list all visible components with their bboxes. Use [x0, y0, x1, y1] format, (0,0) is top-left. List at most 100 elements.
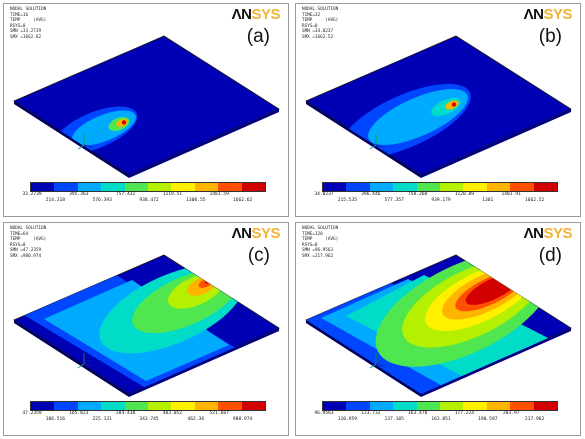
- legend-value-top: 396.446: [361, 192, 381, 197]
- color-legend-bar: [30, 401, 266, 411]
- nodal-solution-info: NODAL SOLUTION TIME=64 TEMP (AVG) RSYS=0 SMN…: [10, 226, 47, 259]
- legend-value-top: 33.2739: [22, 192, 42, 197]
- legend-swatch: [194, 183, 219, 191]
- legend-value-bottom: 190.597: [478, 417, 498, 422]
- legend-swatch: [171, 402, 195, 410]
- legend-value-bottom: 137.105: [384, 417, 404, 422]
- legend-value-top: 521.667: [209, 411, 229, 416]
- legend-swatch: [241, 183, 266, 191]
- panel-label: (b): [538, 26, 562, 47]
- legend-swatch: [31, 183, 55, 191]
- ansys-logo: ΛNSYS: [231, 6, 281, 23]
- legend-swatch: [171, 183, 195, 191]
- legend-value-bottom: 1301: [482, 198, 494, 203]
- legend-value-bottom: 1662.62: [232, 198, 253, 203]
- legend-value-bottom: 343.745: [139, 417, 159, 422]
- legend-swatch: [218, 402, 242, 410]
- color-legend-bar: [322, 401, 558, 411]
- nodal-solution-info: NODAL SOLUTION TIME=120 TEMP (AVG) RSYS=0 SM…: [302, 226, 339, 259]
- legend-value-bottom: 939.179: [431, 198, 451, 203]
- legend-value-top: 1120.09: [454, 192, 475, 197]
- legend-value-top: 123.732: [361, 411, 381, 416]
- legend-value-bottom: 106.516: [45, 417, 66, 422]
- panel-a: NODAL SOLUTION TIME=16 TEMP (AVG) RSYS=0 SMN…: [3, 3, 289, 217]
- legend-value-bottom: 215.535: [337, 198, 358, 203]
- color-legend-labels: 47.2359 165.823 284.438 403.052 521.667 106.5…: [4, 223, 288, 435]
- nodal-solution-info: NODAL SOLUTION TIME=32 TEMP (AVG) RSYS=0 SMN…: [302, 7, 339, 40]
- plate-contour: [305, 35, 572, 178]
- legend-swatch: [218, 183, 242, 191]
- legend-swatch: [440, 402, 464, 410]
- legend-value-bottom: 214.318: [45, 198, 66, 203]
- legend-value-top: 34.0237: [314, 192, 334, 197]
- legend-swatch: [440, 183, 464, 191]
- legend-swatch: [393, 402, 417, 410]
- legend-value-top: 1119.51: [162, 192, 183, 197]
- legend-value-top: 203.97: [502, 411, 520, 416]
- nodal-solution-info: NODAL SOLUTION TIME=16 TEMP (AVG) RSYS=0 SMN…: [10, 7, 47, 40]
- coordinate-triad-icon: [77, 353, 93, 369]
- legend-swatch: [369, 183, 394, 191]
- legend-value-top: 47.2359: [22, 411, 42, 416]
- legend-value-top: 163.478: [407, 411, 428, 416]
- legend-swatch: [194, 402, 219, 410]
- panel-label: (a): [246, 26, 270, 47]
- legend-value-top: 757.432: [115, 192, 136, 197]
- coordinate-triad-icon: [369, 353, 385, 369]
- legend-value-bottom: 110.959: [337, 417, 358, 422]
- legend-swatch: [101, 183, 125, 191]
- legend-swatch: [416, 183, 441, 191]
- legend-value-bottom: 1662.52: [524, 198, 545, 203]
- legend-swatch: [77, 402, 102, 410]
- legend-swatch: [463, 402, 487, 410]
- legend-value-top: 1481.59: [209, 192, 229, 197]
- panel-c: NODAL SOLUTION TIME=64 TEMP (AVG) RSYS=0 SMN…: [3, 222, 289, 436]
- ansys-logo: ΛNSYS: [523, 6, 573, 23]
- legend-value-top: 1481.91: [501, 192, 521, 197]
- legend-swatch: [416, 402, 441, 410]
- color-legend-labels: 96.9563 123.732 163.478 177.224 203.97 110.95…: [296, 223, 580, 435]
- legend-value-bottom: 163.851: [431, 417, 451, 422]
- legend-swatch: [77, 183, 102, 191]
- legend-swatch: [124, 183, 149, 191]
- legend-swatch: [533, 402, 558, 410]
- legend-value-top: 403.052: [162, 411, 183, 416]
- legend-swatch: [533, 183, 558, 191]
- panel-b: NODAL SOLUTION TIME=32 TEMP (AVG) RSYS=0 SMN…: [295, 3, 581, 217]
- coordinate-triad-icon: [77, 134, 93, 150]
- legend-swatch: [54, 402, 78, 410]
- legend-value-top: 395.363: [69, 192, 89, 197]
- legend-value-bottom: 938.472: [139, 198, 159, 203]
- color-legend-labels: 33.2739 395.363 757.432 1119.51 1481.59 214.3…: [4, 4, 288, 216]
- legend-swatch: [346, 402, 370, 410]
- legend-swatch: [369, 402, 394, 410]
- coordinate-triad-icon: [369, 134, 385, 150]
- legend-value-bottom: 462.36: [187, 417, 205, 422]
- panel-label: (c): [247, 245, 270, 266]
- plate-contour: [13, 254, 280, 397]
- legend-value-bottom: 576.393: [92, 198, 112, 203]
- legend-swatch: [510, 402, 534, 410]
- legend-swatch: [323, 183, 347, 191]
- legend-swatch: [486, 402, 511, 410]
- ansys-logo: ΛNSYS: [231, 225, 281, 242]
- legend-swatch: [346, 183, 370, 191]
- legend-value-bottom: 577.357: [384, 198, 404, 203]
- legend-swatch: [323, 402, 347, 410]
- color-legend-bar: [322, 182, 558, 192]
- ansys-logo: ΛNSYS: [523, 225, 573, 242]
- legend-value-top: 165.823: [69, 411, 89, 416]
- legend-value-top: 177.224: [454, 411, 475, 416]
- legend-swatch: [124, 402, 149, 410]
- legend-value-bottom: 1300.55: [186, 198, 206, 203]
- legend-value-top: 758.268: [407, 192, 428, 197]
- legend-value-top: 284.438: [115, 411, 136, 416]
- legend-swatch: [101, 402, 125, 410]
- legend-value-bottom: 980.974: [232, 417, 253, 422]
- legend-swatch: [510, 183, 534, 191]
- color-legend-bar: [30, 182, 266, 192]
- legend-swatch: [54, 183, 78, 191]
- legend-value-bottom: 217.962: [524, 417, 545, 422]
- legend-swatch: [31, 402, 55, 410]
- plate-contour: [305, 254, 572, 397]
